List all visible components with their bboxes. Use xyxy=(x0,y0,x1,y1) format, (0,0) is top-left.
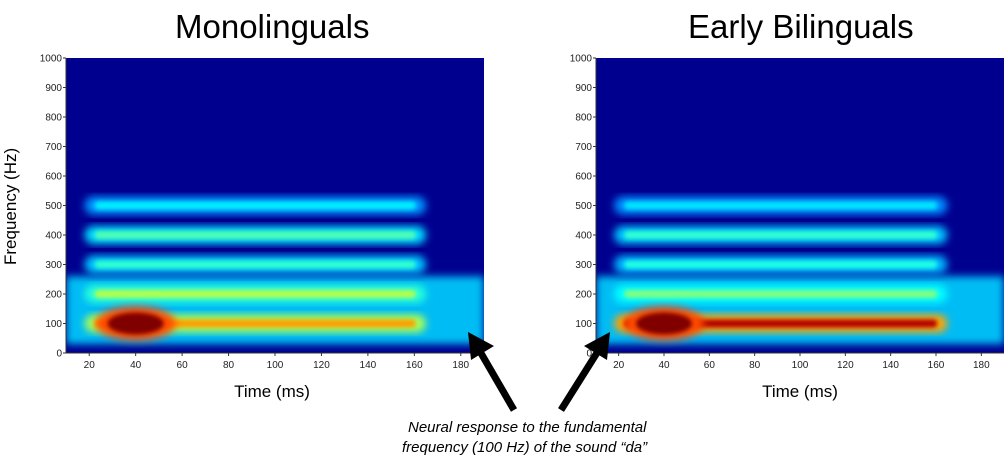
heatmap-area xyxy=(596,58,1004,353)
y-tick-label: 900 xyxy=(575,83,592,94)
band-core-400hz xyxy=(94,231,416,239)
band-core-200hz xyxy=(94,290,416,298)
y-tick-label: 800 xyxy=(575,113,592,124)
y-tick-label: 300 xyxy=(45,260,62,271)
annotation-line-2: frequency (100 Hz) of the sound “da” xyxy=(402,439,648,456)
band-core-300hz xyxy=(94,260,416,269)
x-tick-label: 140 xyxy=(360,360,377,371)
annotation-line-1: Neural response to the fundamental xyxy=(408,419,647,436)
x-tick-label: 80 xyxy=(749,360,761,371)
x-tick-label: 80 xyxy=(223,360,235,371)
x-tick-label: 60 xyxy=(704,360,716,371)
x-tick-label: 160 xyxy=(406,360,423,371)
y-tick-label: 600 xyxy=(45,172,62,183)
x-tick-label: 20 xyxy=(613,360,625,371)
y-tick-label: 600 xyxy=(575,172,592,183)
right-spectrogram: 0 100 200 300 400 500 600 700 800 900 1000 20 40 60 80… xyxy=(570,54,1004,401)
y-tick-label: 700 xyxy=(45,142,62,153)
arrow-right-head xyxy=(584,332,610,360)
arrow-right-shaft xyxy=(558,346,603,412)
band-core-200hz xyxy=(624,290,938,298)
y-tick-label: 1000 xyxy=(570,54,593,65)
y-tick-label: 200 xyxy=(45,290,62,301)
y-tick-label: 200 xyxy=(575,290,592,301)
x-axis-label: Time (ms) xyxy=(234,382,310,401)
x-tick-label: 100 xyxy=(267,360,284,371)
arrow-left-shaft xyxy=(474,346,518,412)
x-tick-label: 120 xyxy=(837,360,854,371)
y-tick-label: 900 xyxy=(45,83,62,94)
y-tick-label: 400 xyxy=(575,231,592,242)
x-tick-label: 180 xyxy=(452,360,469,371)
y-tick-label: 800 xyxy=(45,113,62,124)
x-tick-label: 20 xyxy=(84,360,96,371)
y-tick-label: 500 xyxy=(575,201,592,212)
y-tick-label: 700 xyxy=(575,142,592,153)
y-tick-label: 0 xyxy=(586,349,592,360)
y-tick-label: 100 xyxy=(575,319,592,330)
y-tick-label: 0 xyxy=(56,349,62,360)
x-tick-label: 140 xyxy=(882,360,899,371)
x-tick-label: 40 xyxy=(658,360,670,371)
peak-core xyxy=(107,312,164,335)
x-tick-label: 40 xyxy=(130,360,142,371)
band-core-500hz xyxy=(624,201,938,210)
left-panel-title: Monolinguals xyxy=(175,8,370,45)
x-tick-label: 160 xyxy=(928,360,945,371)
x-tick-label: 60 xyxy=(177,360,189,371)
band-core-300hz xyxy=(624,260,938,269)
left-spectrogram: 0 100 200 300 400 500 600 700 800 900 1000 20 40 60 80… xyxy=(40,54,484,401)
peak-core xyxy=(636,312,692,335)
x-tick-label: 100 xyxy=(792,360,809,371)
annotation-text: Neural response to the fundamental frequ… xyxy=(402,418,722,458)
heatmap-area xyxy=(66,58,484,353)
band-core-400hz xyxy=(624,231,938,239)
arrow-left-head xyxy=(468,332,494,360)
x-axis-label: Time (ms) xyxy=(762,382,838,401)
x-tick-label: 120 xyxy=(313,360,330,371)
y-tick-label: 1000 xyxy=(40,54,63,65)
x-tick-label: 180 xyxy=(973,360,990,371)
annotation-arrows xyxy=(468,332,610,412)
band-core-500hz xyxy=(94,201,416,210)
y-tick-label: 100 xyxy=(45,319,62,330)
y-tick-label: 400 xyxy=(45,231,62,242)
right-panel-title: Early Bilinguals xyxy=(688,8,914,45)
y-tick-label: 500 xyxy=(45,201,62,212)
y-tick-label: 300 xyxy=(575,260,592,271)
